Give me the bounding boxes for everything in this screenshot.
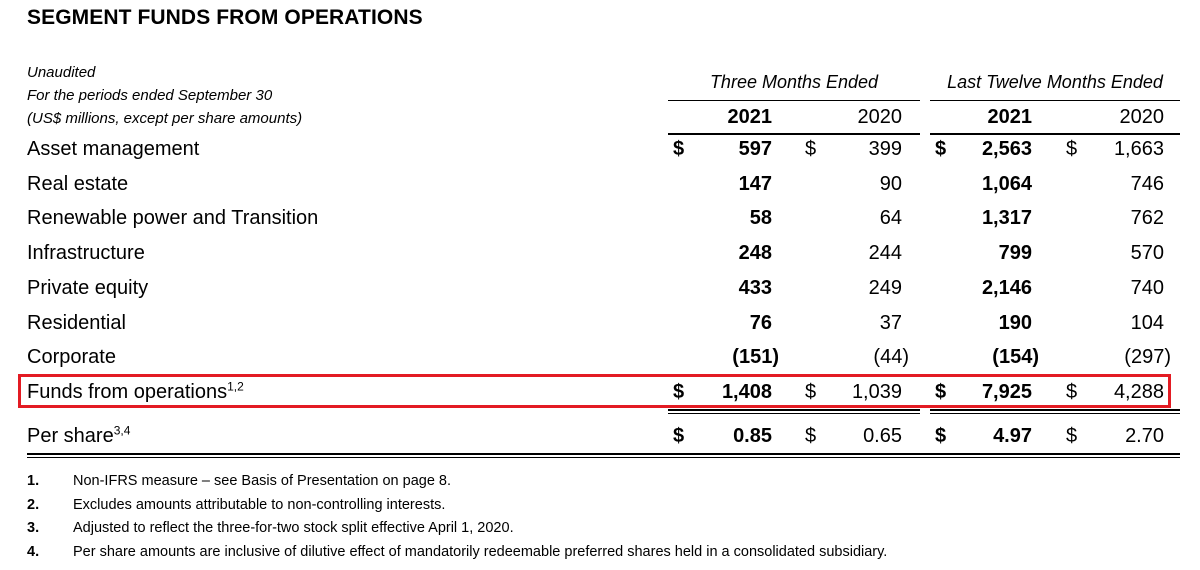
table-row: Renewable power and Transition 58 64 1,3…: [0, 203, 1200, 237]
table-header-note-period: For the periods ended September 30: [27, 87, 273, 104]
header-underline-3m: [668, 133, 920, 135]
table-row-funds-from-operations: Funds from operations1,2 $ 1,408 $ 1,039…: [0, 377, 1200, 411]
ffo-double-underline-3m: [668, 409, 920, 411]
value-ltm-2020: 2.70: [1125, 425, 1164, 447]
footnote-number: 3.: [27, 520, 40, 536]
row-label-text: Per share: [27, 425, 114, 447]
row-label: Corporate: [27, 346, 116, 368]
year-header-3m-2021: 2021: [727, 106, 773, 128]
currency-symbol: $: [805, 138, 817, 160]
value-ltm-2021: 2,146: [981, 277, 1032, 299]
period-header-three-months: Three Months Ended: [709, 72, 879, 92]
value-3m-2020: 249: [868, 277, 902, 299]
value-3m-2021: 597: [738, 138, 772, 160]
row-label: Residential: [27, 312, 126, 334]
value-ltm-2020: 740: [1130, 277, 1164, 299]
value-ltm-2020: 746: [1130, 173, 1164, 195]
table-row: Private equity 433 249 2,146 740: [0, 273, 1200, 307]
table-header-note-unaudited: Unaudited: [27, 64, 96, 81]
value-3m-2020: (44): [873, 346, 909, 368]
bottom-rule-second: [27, 457, 1180, 458]
row-label-text: Funds from operations: [27, 381, 228, 403]
period-header-ltm: Last Twelve Months Ended: [947, 72, 1163, 92]
row-label: Private equity: [27, 277, 149, 299]
footnote-reference: 3,4: [113, 423, 131, 438]
bottom-rule: [27, 453, 1180, 455]
row-label: Per share3,4: [27, 423, 131, 448]
value-ltm-2020: 570: [1130, 242, 1164, 264]
header-underline-ltm: [930, 133, 1180, 135]
year-header-ltm-2020: 2020: [1119, 106, 1165, 128]
currency-symbol: $: [673, 138, 685, 160]
value-3m-2021: (151): [732, 346, 779, 368]
currency-symbol: $: [805, 425, 817, 447]
value-3m-2021: 433: [738, 277, 772, 299]
table-row: Asset management $ 597 $ 399 $ 2,563 $ 1…: [0, 134, 1200, 168]
currency-symbol: $: [935, 381, 947, 403]
value-ltm-2021: 4.97: [993, 425, 1032, 447]
ffo-double-underline-ltm: [930, 409, 1180, 411]
year-header-3m-2020: 2020: [857, 106, 903, 128]
ffo-double-underline-3m-second: [668, 413, 920, 414]
value-ltm-2021: 190: [998, 312, 1032, 334]
value-ltm-2021: 7,925: [981, 381, 1032, 403]
footnote-number: 1.: [27, 473, 40, 489]
value-ltm-2020: 762: [1130, 207, 1164, 229]
footnote-number: 4.: [27, 543, 40, 560]
footnote-number: 2.: [27, 496, 40, 513]
table-header-note-units: (US$ millions, except per share amounts): [27, 110, 303, 127]
value-3m-2021: 147: [738, 173, 772, 195]
table-row: Corporate (151) (44) (154) (297): [0, 342, 1200, 376]
table-row: Infrastructure 248 244 799 570: [0, 238, 1200, 272]
footnote-reference: 1,2: [227, 379, 244, 394]
footnote-text: Non-IFRS measure – see Basis of Presenta…: [73, 473, 452, 489]
currency-symbol: $: [1066, 381, 1078, 403]
value-ltm-2020: 104: [1130, 312, 1164, 334]
footnote-text: Adjusted to reflect the three-for-two st…: [73, 520, 514, 536]
table-row-per-share: Per share3,4 $ 0.85 $ 0.65 $ 4.97 $ 2.70: [0, 421, 1200, 455]
currency-symbol: $: [1066, 138, 1078, 160]
value-3m-2020: 0.65: [863, 425, 902, 447]
footnote-text: Per share amounts are inclusive of dilut…: [73, 543, 888, 560]
value-3m-2020: 399: [868, 138, 902, 160]
year-header-ltm-2021: 2021: [987, 106, 1033, 128]
value-3m-2020: 90: [879, 173, 902, 195]
currency-symbol: $: [1066, 425, 1078, 447]
value-ltm-2021: 1,064: [981, 173, 1032, 195]
currency-symbol: $: [673, 381, 685, 403]
value-ltm-2020: 4,288: [1113, 381, 1164, 403]
value-3m-2020: 64: [879, 207, 902, 229]
currency-symbol: $: [935, 425, 947, 447]
value-ltm-2021: 2,563: [981, 138, 1032, 160]
currency-symbol: $: [805, 381, 817, 403]
value-3m-2021: 0.85: [733, 425, 772, 447]
footnote-text: Excludes amounts attributable to non-con…: [73, 496, 446, 513]
period-underline-three-months: [668, 100, 920, 101]
value-ltm-2021: (154): [992, 346, 1039, 368]
value-3m-2021: 58: [749, 207, 772, 229]
ffo-double-underline-ltm-second: [930, 413, 1180, 414]
currency-symbol: $: [673, 425, 685, 447]
page-title: SEGMENT FUNDS FROM OPERATIONS: [27, 6, 423, 29]
row-label: Real estate: [27, 173, 129, 195]
period-underline-ltm: [930, 100, 1180, 101]
value-3m-2021: 76: [749, 312, 772, 334]
value-3m-2021: 248: [738, 242, 772, 264]
value-3m-2020: 37: [879, 312, 902, 334]
row-label: Renewable power and Transition: [27, 207, 319, 229]
row-label: Infrastructure: [27, 242, 145, 264]
currency-symbol: $: [935, 138, 947, 160]
table-row: Real estate 147 90 1,064 746: [0, 169, 1200, 203]
value-3m-2020: 244: [868, 242, 902, 264]
value-3m-2021: 1,408: [721, 381, 772, 403]
row-label: Funds from operations1,2: [27, 379, 244, 404]
value-ltm-2020: (297): [1124, 346, 1171, 368]
highlight-box: [18, 374, 1171, 408]
table-row: Residential 76 37 190 104: [0, 308, 1200, 342]
value-ltm-2021: 1,317: [981, 207, 1032, 229]
value-3m-2020: 1,039: [851, 381, 902, 403]
value-ltm-2021: 799: [998, 242, 1032, 264]
row-label: Asset management: [27, 138, 200, 160]
value-ltm-2020: 1,663: [1113, 138, 1164, 160]
